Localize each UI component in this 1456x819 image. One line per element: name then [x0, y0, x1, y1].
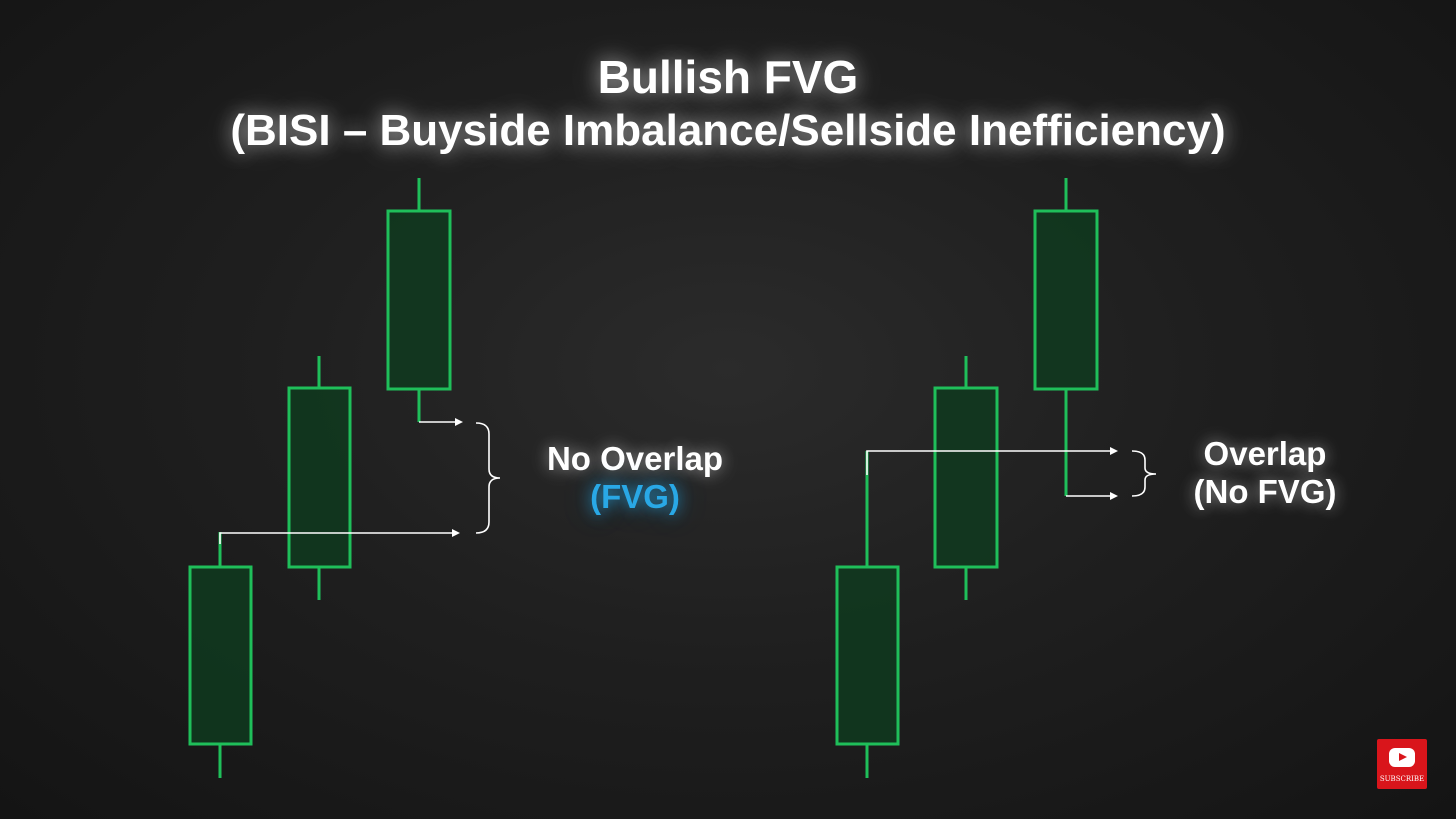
- candle-4-body: [835, 565, 900, 746]
- arrow-candle4-high: [866, 450, 1110, 475]
- candle-2-body: [287, 386, 352, 569]
- subscribe-label: SUBSCRIBE: [1379, 775, 1425, 783]
- fvg-text: (FVG): [590, 478, 680, 515]
- right-candle-group: [835, 178, 1099, 778]
- candle-3-body: [386, 209, 452, 391]
- no-overlap-text: No Overlap: [546, 440, 724, 477]
- candle-1-body: [188, 565, 253, 746]
- title-line-2: (BISI – Buyside Imbalance/Sellside Ineff…: [230, 106, 1226, 155]
- candle-6-body: [1033, 209, 1099, 391]
- arrow-candle1-high: [219, 532, 452, 544]
- left-candle-group: [188, 178, 452, 778]
- title-line-1: Bullish FVG: [597, 51, 859, 103]
- page-title: Bullish FVG (BISI – Buyside Imbalance/Se…: [0, 50, 1456, 158]
- play-triangle-icon: [1399, 753, 1407, 761]
- arrowhead-candle6-low: [1110, 492, 1118, 500]
- right-brace: [1131, 450, 1157, 497]
- subscribe-button[interactable]: SUBSCRIBE: [1377, 739, 1427, 789]
- arrowhead-candle1-high: [452, 529, 460, 537]
- overlap-label: Overlap (No FVG): [1160, 435, 1370, 511]
- overlap-text: Overlap: [1203, 435, 1327, 472]
- no-fvg-text: (No FVG): [1193, 473, 1337, 510]
- right-arrows: [866, 447, 1157, 500]
- arrowhead-candle3-low: [455, 418, 463, 426]
- no-overlap-label: No Overlap (FVG): [515, 440, 755, 516]
- candle-5-body: [933, 386, 999, 569]
- arrowhead-candle4-high: [1110, 447, 1118, 455]
- left-brace: [475, 422, 501, 534]
- youtube-play-icon: [1389, 748, 1415, 767]
- left-arrows: [219, 418, 501, 544]
